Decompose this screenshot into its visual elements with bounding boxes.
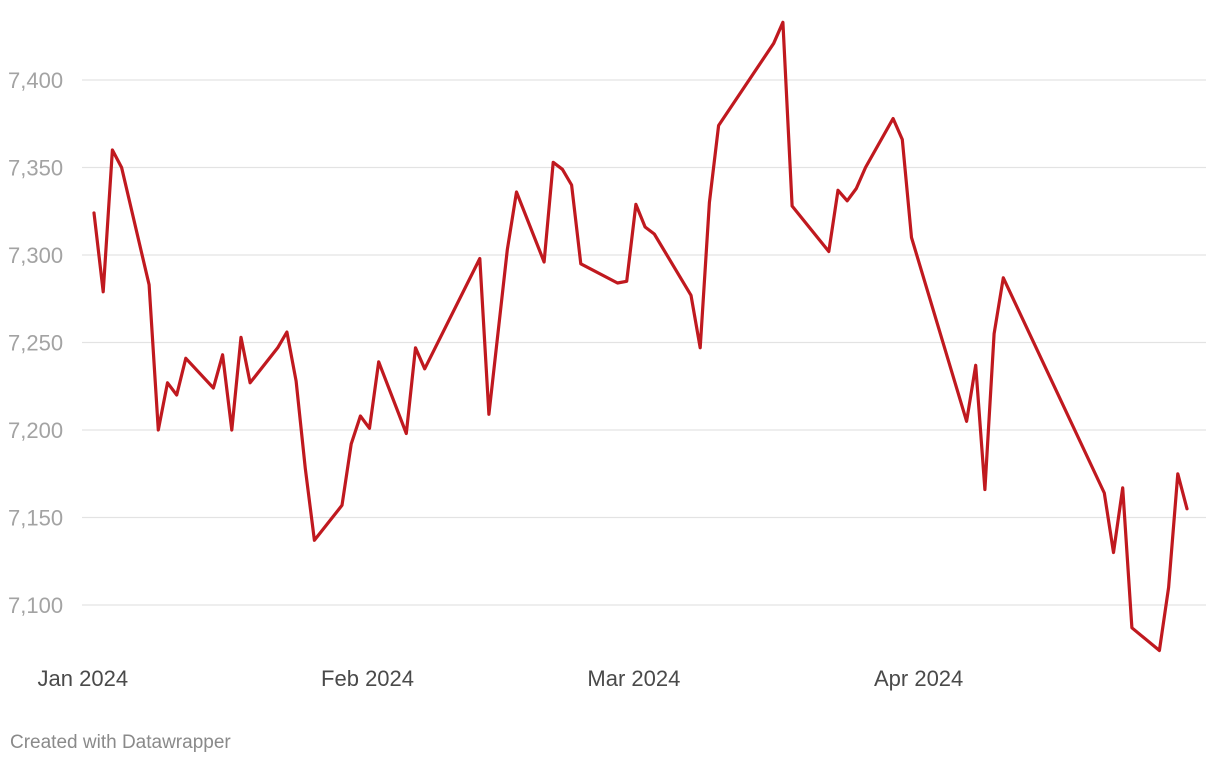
series-lines — [92, 20, 1189, 653]
y-tick-label: 7,100 — [8, 593, 63, 618]
y-tick-label: 7,150 — [8, 506, 63, 531]
x-tick-label: Mar 2024 — [587, 666, 680, 691]
gridlines — [82, 79, 1206, 606]
x-axis-tick-labels: Jan 2024 Feb 2024 Mar 2024 Apr 2024 — [38, 666, 964, 691]
y-tick-label: 7,200 — [8, 418, 63, 443]
x-tick-label: Apr 2024 — [874, 666, 963, 691]
y-tick-label: 7,300 — [8, 243, 63, 268]
y-tick-label: 7,350 — [8, 156, 63, 181]
series-line-0 — [92, 20, 1189, 653]
y-tick-label: 7,250 — [8, 331, 63, 356]
x-tick-label: Feb 2024 — [321, 666, 414, 691]
footer-credit: Created with Datawrapper — [10, 732, 231, 753]
y-axis-tick-labels: 7,100 7,150 7,200 7,250 7,300 7,350 7,400 — [8, 68, 63, 618]
y-tick-label: 7,400 — [8, 68, 63, 93]
x-tick-label: Jan 2024 — [38, 666, 129, 691]
